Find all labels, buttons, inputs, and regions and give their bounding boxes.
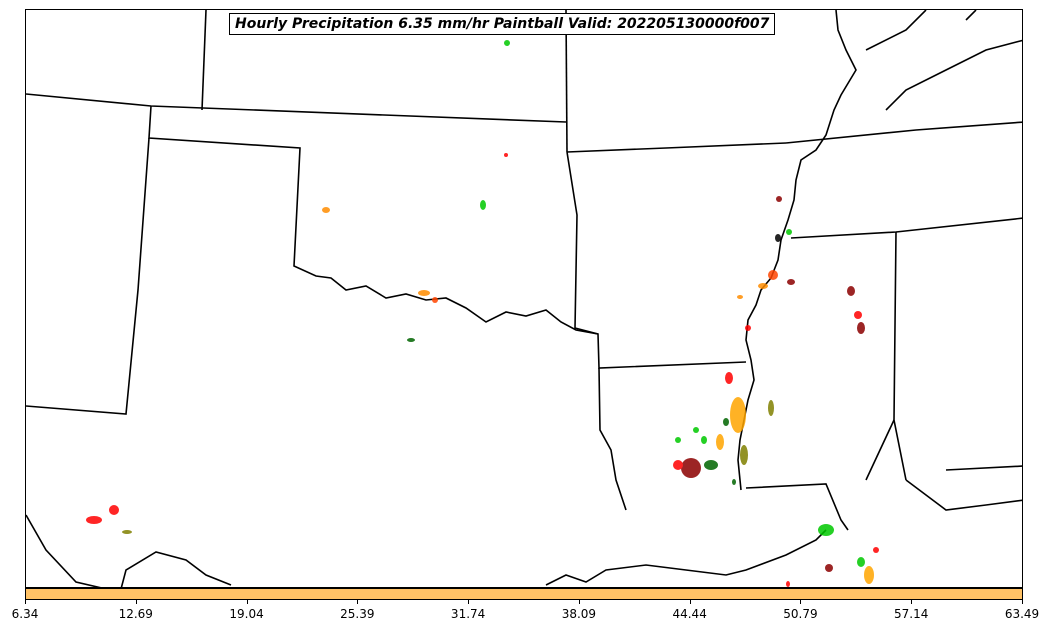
colorbar-tick-label: 63.49 [1004,607,1040,621]
map-canvas [26,10,1022,587]
colorbar-tick-label: 25.39 [340,607,375,621]
colorbar [25,588,1023,600]
map-panel: Hourly Precipitation 6.35 mm/hr Paintbal… [25,9,1023,588]
colorbar-tick [25,600,26,604]
colorbar-tick-label: 31.74 [450,607,486,621]
colorbar-tick [357,600,359,604]
colorbar-tick-label: 12.69 [118,607,153,621]
colorbar-tick [800,600,802,604]
colorbar-tick-label: 57.14 [894,607,929,621]
colorbar-tick [578,600,580,604]
colorbar-tick-label: 44.44 [672,607,707,621]
map-title: Hourly Precipitation 6.35 mm/hr Paintbal… [229,13,776,35]
colorbar-ticks: 6.34 12.69 19.04 25.39 31.74 38.09 44.44 50.79 5… [12,600,1039,630]
colorbar-tick [135,600,137,604]
colorbar-tick [246,600,248,604]
colorbar-tick [911,600,913,604]
colorbar-tick-label: 38.09 [561,607,597,621]
colorbar-tick-label: 19.04 [229,607,264,621]
paintball-precip [86,40,879,587]
colorbar-tick-label: 6.34 [11,607,39,621]
colorbar-tick [468,600,470,604]
colorbar-tick-label: 50.79 [783,607,818,621]
colorbar-tick [1022,600,1023,604]
colorbar-tick [689,600,691,604]
state-boundaries [26,10,1022,587]
